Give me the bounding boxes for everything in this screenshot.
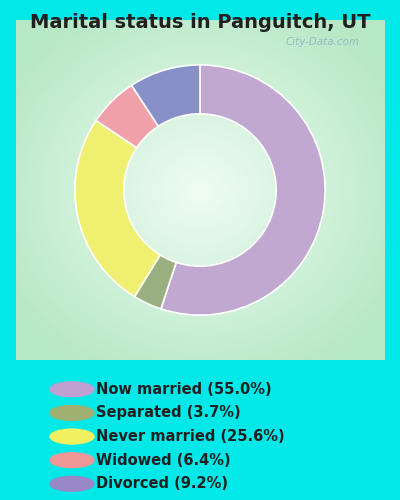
Text: Widowed (6.4%): Widowed (6.4%) [96, 452, 231, 468]
Text: Divorced (9.2%): Divorced (9.2%) [96, 476, 228, 492]
Wedge shape [134, 255, 176, 309]
Text: City-Data.com: City-Data.com [286, 37, 360, 47]
Text: Now married (55.0%): Now married (55.0%) [96, 382, 272, 397]
Circle shape [50, 382, 94, 396]
Wedge shape [96, 85, 158, 148]
Circle shape [50, 476, 94, 491]
Wedge shape [75, 120, 160, 296]
Wedge shape [161, 65, 325, 315]
Wedge shape [132, 65, 200, 126]
Circle shape [50, 406, 94, 420]
Text: Never married (25.6%): Never married (25.6%) [96, 429, 285, 444]
Text: Marital status in Panguitch, UT: Marital status in Panguitch, UT [30, 12, 370, 32]
Circle shape [50, 453, 94, 468]
Circle shape [50, 429, 94, 444]
Text: Separated (3.7%): Separated (3.7%) [96, 406, 241, 420]
